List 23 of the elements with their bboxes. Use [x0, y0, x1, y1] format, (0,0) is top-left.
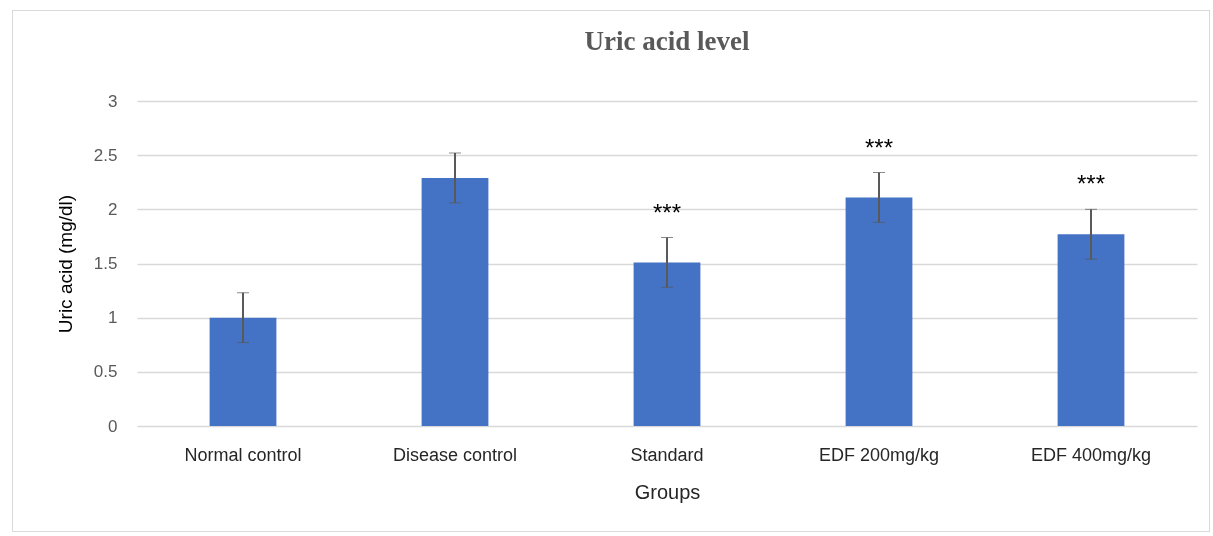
- y-tick-label: 0: [108, 416, 118, 436]
- y-tick-label: 1: [108, 308, 118, 328]
- annotation: ***: [1076, 170, 1106, 198]
- y-tick-label: 1.5: [93, 254, 118, 273]
- y-tick-label: 2.5: [93, 145, 118, 165]
- bar: [209, 317, 277, 426]
- y-tick-label: 2: [108, 199, 118, 219]
- x-tick-label: Disease control: [392, 444, 518, 465]
- x-tick-label: Standard: [630, 444, 704, 465]
- annotation: ***: [652, 198, 682, 226]
- x-tick-label: EDF 200mg/kg: [818, 444, 940, 465]
- x-axis-title: Groups: [634, 480, 701, 503]
- x-tick-label: EDF 400mg/kg: [1030, 444, 1152, 465]
- bar: [845, 197, 913, 426]
- x-tick-label: Normal control: [184, 444, 302, 465]
- chart-title: Uric acid level: [584, 26, 750, 56]
- annotation: ***: [864, 133, 894, 161]
- y-axis-title: Uric acid (mg/dl): [54, 194, 76, 334]
- y-tick-label: 0.5: [93, 362, 118, 382]
- bar: [1057, 234, 1125, 426]
- bar: [633, 262, 701, 426]
- y-tick-label: 3: [108, 91, 118, 111]
- bar: [421, 177, 489, 426]
